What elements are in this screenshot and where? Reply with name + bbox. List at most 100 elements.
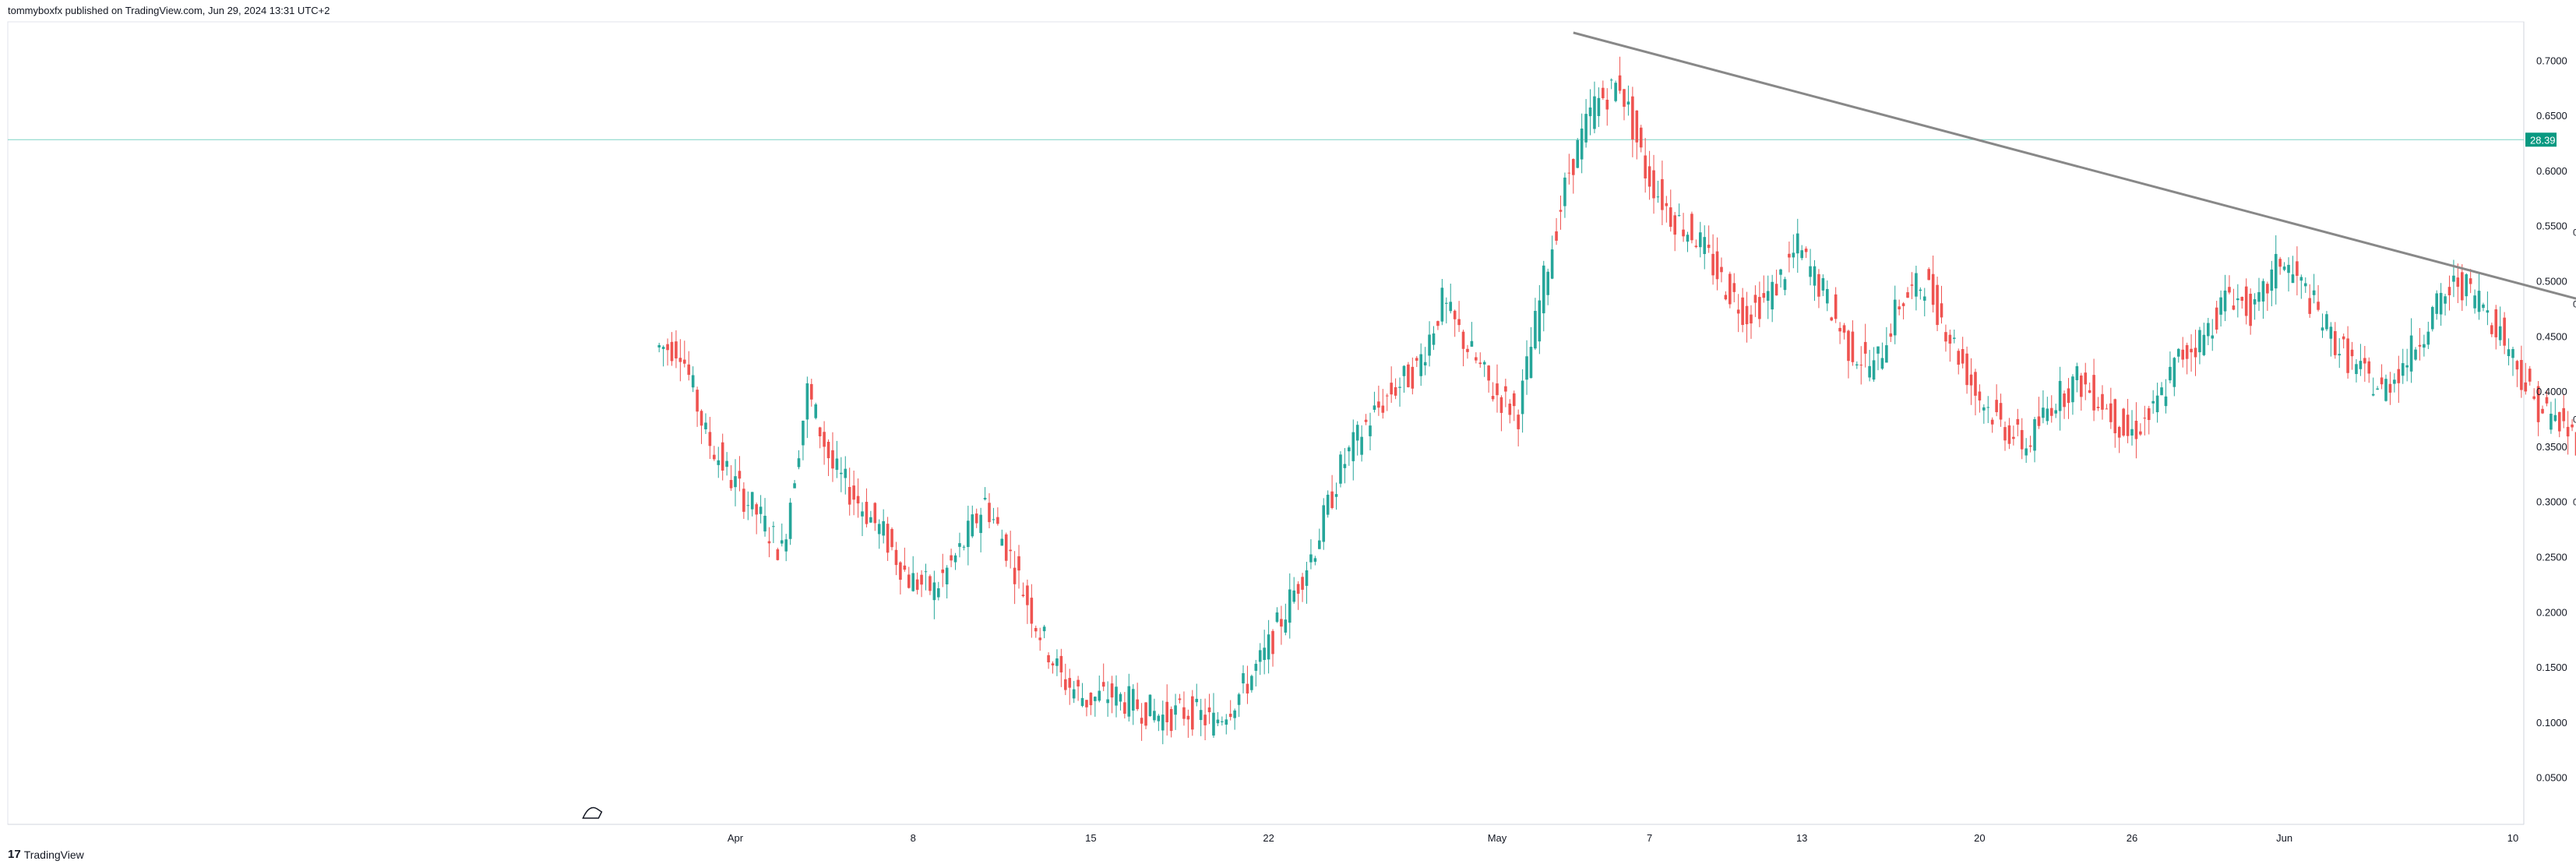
candle-body — [708, 432, 712, 446]
candle-body — [1623, 89, 1626, 108]
candle-body — [700, 411, 703, 426]
candle-body — [1656, 196, 1660, 198]
candle-body — [1880, 358, 1884, 369]
candle-body — [2105, 408, 2109, 410]
candle-body — [2350, 349, 2354, 357]
price-axis: 0.7000 0.6500 0.6000 0.5500 0.5000 0.4500 0.40… — [2525, 55, 2567, 784]
candle-body — [2037, 416, 2041, 426]
candle-body — [1254, 663, 1258, 671]
candle-body — [2490, 325, 2493, 334]
candle-body — [1741, 297, 1744, 326]
candle-body — [945, 567, 949, 584]
candle-body — [2545, 397, 2549, 404]
candle-body — [1228, 714, 1232, 718]
candle-body — [1736, 309, 1740, 314]
candle-body — [2046, 408, 2049, 422]
candle-body — [1305, 570, 1309, 586]
candle-body — [2553, 415, 2557, 422]
candle-body — [1711, 253, 1714, 276]
descending-trendline[interactable] — [1573, 31, 2576, 552]
candle-body — [1915, 273, 1918, 297]
candle-body — [1647, 166, 1651, 187]
candle-body — [683, 359, 686, 364]
candle-body — [1834, 294, 1838, 319]
candle-body — [2482, 304, 2485, 309]
candle-body — [865, 502, 869, 524]
candle-body — [1893, 299, 1897, 336]
candle-body — [1974, 372, 1977, 396]
candle-body — [2181, 349, 2184, 360]
candle-body — [1390, 383, 1393, 395]
candle-body — [687, 364, 691, 376]
price-tick-label: 0.4000 — [2536, 386, 2567, 397]
candle-body — [1068, 678, 1072, 688]
candle-body — [1597, 97, 1601, 116]
candle-body — [1225, 719, 1228, 725]
candle-body — [1995, 400, 1998, 412]
candle-body — [1004, 534, 1008, 561]
candle-body — [2169, 366, 2172, 381]
candle-body — [2007, 425, 2011, 444]
candle-body — [1750, 314, 1753, 324]
candle-body — [1669, 207, 1672, 228]
candle-body — [992, 519, 996, 520]
candle-body — [2334, 330, 2337, 355]
tradingview-logo[interactable]: 17 TradingView — [8, 848, 84, 861]
candle-body — [750, 492, 754, 510]
candle-body — [2134, 420, 2138, 439]
candle-body — [2532, 396, 2535, 399]
candle-body — [2109, 403, 2113, 422]
candle-body — [1478, 362, 1482, 365]
candle-body — [1263, 647, 1266, 661]
candle-body — [1364, 419, 1368, 422]
candle-body — [1499, 397, 1503, 413]
price-tag-bg — [2525, 132, 2557, 147]
candle-body — [755, 504, 758, 515]
candle-body — [1707, 245, 1711, 249]
tradingview-logo-mark: 17 — [8, 848, 21, 861]
candle-body — [1863, 341, 1867, 354]
candle-body — [1059, 655, 1063, 672]
candle-body — [1496, 383, 1499, 396]
candle-body — [802, 420, 805, 446]
candle-body — [1110, 683, 1114, 698]
candle-body — [840, 472, 843, 475]
candle-body — [1411, 366, 1415, 389]
candle-body — [1072, 689, 1076, 699]
candle-body — [1165, 701, 1168, 723]
candle-body — [1398, 386, 1401, 388]
candle-body — [1982, 407, 1986, 411]
candle-body — [1381, 405, 1385, 413]
candle-body — [772, 526, 775, 528]
candle-body — [2025, 448, 2028, 456]
candle-body — [2507, 349, 2511, 357]
candle-body — [2511, 349, 2514, 358]
candle-body — [1466, 348, 1469, 352]
candle-body — [2084, 372, 2088, 385]
candle-body — [1919, 289, 1922, 291]
candle-body — [1153, 711, 1156, 721]
candle-body — [2219, 297, 2222, 315]
candle-body — [1652, 170, 1655, 199]
candle-body — [2388, 383, 2392, 393]
candle-body — [1957, 351, 1961, 365]
candle-body — [1355, 425, 1359, 441]
candle-body — [1699, 232, 1702, 248]
candle-body — [1838, 327, 1841, 332]
candle-body — [1351, 432, 1355, 461]
candle-body — [1318, 540, 1321, 549]
candle-body — [1504, 386, 1507, 392]
candle-body — [1842, 325, 1846, 333]
candle-body — [1258, 650, 1262, 662]
candle-body — [1322, 505, 1326, 542]
candle-body — [2308, 298, 2311, 314]
candle-body — [2270, 269, 2274, 291]
candle-body — [1275, 612, 1279, 623]
replay-icon[interactable] — [582, 806, 603, 819]
candle-body — [1809, 266, 1812, 277]
candle-body — [1089, 693, 1093, 706]
candle-body — [1301, 577, 1304, 590]
candle-body — [2401, 363, 2405, 376]
candle-body — [2494, 309, 2498, 337]
